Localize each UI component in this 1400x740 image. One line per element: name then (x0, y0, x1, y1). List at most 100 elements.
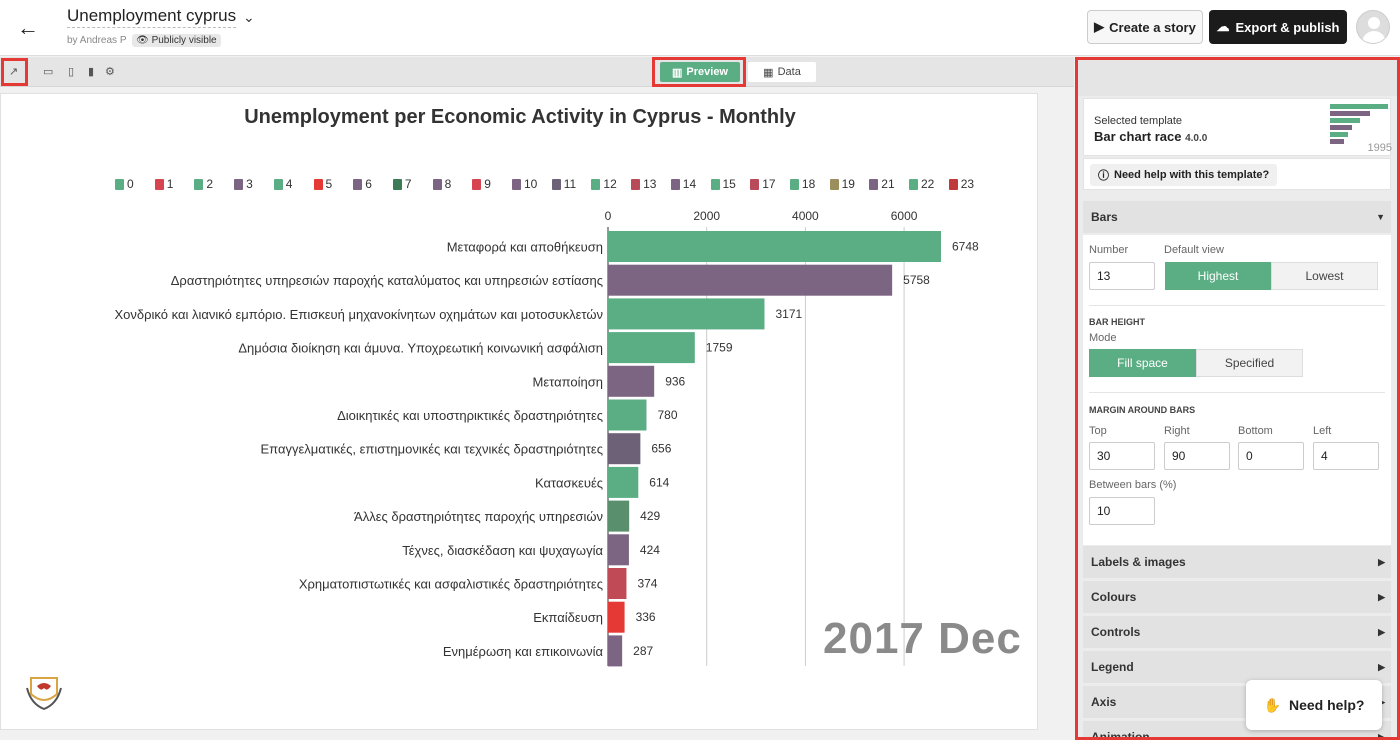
tablet-icon[interactable]: ▯ (68, 66, 75, 78)
bar-value-label: 429 (640, 509, 660, 523)
legend-item: 7 (392, 177, 412, 191)
template-help-button[interactable]: ⓘ Need help with this template? (1090, 164, 1278, 186)
preview-toolbar: ↗ ▭ ▯ ▮ ⚙ (0, 57, 1074, 87)
specified-toggle[interactable]: Specified (1196, 349, 1303, 377)
tab-preview[interactable]: ▥ Preview (660, 62, 740, 82)
margin-bottom-label: Bottom (1238, 425, 1273, 437)
margin-top-input[interactable] (1089, 442, 1155, 470)
visualisation-title[interactable]: Unemployment cyprus (67, 6, 237, 28)
bar (608, 568, 627, 599)
bar-category-label: Χονδρικό και λιανικό εμπόριο. Επισκευή μ… (115, 307, 603, 322)
settings-gear-icon[interactable]: ⚙ (105, 66, 115, 78)
section-legend-title: Legend (1091, 660, 1134, 674)
number-label: Number (1089, 244, 1129, 256)
fill-space-toggle[interactable]: Fill space (1089, 349, 1196, 377)
margin-right-input[interactable] (1164, 442, 1230, 470)
legend-label: 10 (524, 177, 538, 191)
legend-label: 6 (365, 177, 372, 191)
mobile-icon[interactable]: ▮ (88, 66, 95, 78)
between-bars-input[interactable] (1089, 497, 1155, 525)
legend-swatch (115, 178, 124, 190)
bar-category-label: Εκπαίδευση (533, 610, 603, 625)
margin-left-input[interactable] (1313, 442, 1379, 470)
current-date-label: 2017 Dec (823, 614, 1022, 663)
section-labels-images[interactable]: Labels & images ▶ (1083, 546, 1391, 578)
legend-item: 4 (273, 177, 293, 191)
bar-category-label: Δημόσια διοίκηση και άμυνα. Υποχρεωτική … (238, 341, 603, 356)
caret-right-icon: ▶ (1378, 627, 1385, 637)
legend-label: 11 (563, 177, 577, 191)
legend-swatch (829, 178, 839, 190)
mode-label: Mode (1089, 332, 1117, 344)
byline: by Andreas P 👁 Publicly visible (67, 34, 221, 47)
template-card[interactable]: Selected template Bar chart race 4.0.0 1… (1083, 98, 1392, 156)
avatar[interactable] (1356, 10, 1390, 44)
legend-item: 12 (591, 177, 617, 191)
highest-toggle[interactable]: Highest (1165, 262, 1271, 290)
editor-panel: Selected template Bar chart race 4.0.0 1… (1075, 57, 1400, 740)
legend-label: 18 (801, 177, 816, 191)
legend-label: 5 (325, 177, 333, 191)
lowest-toggle[interactable]: Lowest (1271, 262, 1378, 290)
caret-down-icon: ▼ (1376, 212, 1385, 222)
x-tick-label: 4000 (792, 209, 819, 223)
legend-item: 15 (710, 177, 736, 191)
legend-label: 3 (246, 177, 253, 191)
caret-right-icon: ▶ (1378, 557, 1385, 567)
bar-value-label: 424 (640, 543, 660, 557)
template-thumbnail: 1995 (1330, 104, 1392, 154)
export-publish-button[interactable]: ☁ Export & publish (1209, 10, 1347, 44)
legend-label: 4 (285, 177, 293, 191)
section-controls[interactable]: Controls ▶ (1083, 616, 1391, 648)
create-story-button[interactable]: ▶ Create a story (1087, 10, 1203, 44)
bar (608, 500, 630, 532)
avatar-body (1362, 31, 1386, 43)
bar (608, 601, 625, 633)
chevron-down-icon[interactable]: ⌄ (243, 9, 255, 25)
bar-value-label: 6748 (952, 240, 979, 254)
story-icon: ▶ (1094, 19, 1105, 34)
legend-label: 0 (127, 177, 134, 191)
section-legend[interactable]: Legend ▶ (1083, 651, 1391, 683)
tab-data-label: Data (777, 66, 801, 78)
legend-item: 17 (750, 177, 776, 191)
cyprus-emblem-icon (26, 677, 62, 711)
tab-preview-label: Preview (686, 66, 728, 78)
bar-chart-svg: 0 2000 4000 6000 Μεταφορά και αποθήκευση 6748… (115, 209, 979, 667)
legend-swatch (869, 178, 879, 190)
template-help-card: ⓘ Need help with this template? (1083, 158, 1391, 190)
bar-height-heading: BAR HEIGHT (1089, 317, 1145, 327)
section-colours[interactable]: Colours ▶ (1083, 581, 1391, 613)
legend-item: 19 (829, 177, 855, 191)
legend-label: 23 (960, 177, 975, 191)
legend-swatch (353, 178, 363, 190)
margin-bottom-input[interactable] (1238, 442, 1304, 470)
expand-icon[interactable]: ↗ (9, 66, 19, 78)
bar-value-label: 614 (649, 475, 669, 489)
back-arrow-icon[interactable]: ← (17, 15, 39, 40)
tab-data[interactable]: ▦ Data (748, 62, 816, 82)
x-tick-label: 2000 (693, 209, 720, 223)
legend-swatch (512, 178, 521, 190)
template-help-label: Need help with this template? (1114, 169, 1270, 181)
bars-number-input[interactable] (1089, 262, 1155, 290)
bar-value-label: 336 (636, 610, 656, 624)
expand-highlight (1, 58, 28, 86)
visibility-badge: 👁 Publicly visible (132, 34, 221, 47)
legend-label: 19 (841, 177, 855, 191)
bar-category-label: Δραστηριότητες υπηρεσιών παροχής καταλύμ… (171, 273, 603, 288)
bar-value-label: 5758 (903, 273, 930, 287)
desktop-icon[interactable]: ▭ (43, 66, 54, 78)
legend-swatch (909, 178, 918, 190)
divider (1089, 305, 1385, 306)
chart-canvas: Unemployment per Economic Activity in Cy… (0, 93, 1038, 730)
bar (608, 231, 941, 262)
bar-category-label: Επαγγελματικές, επιστημονικές και τεχνικ… (260, 442, 603, 457)
x-tick-label: 0 (605, 209, 612, 223)
legend-item: 5 (313, 177, 333, 191)
legend-label: 7 (404, 177, 412, 191)
need-help-button[interactable]: ✋ Need help? (1246, 680, 1382, 730)
bar (608, 534, 629, 566)
section-bars[interactable]: Bars ▼ (1083, 201, 1391, 233)
legend-label: 22 (921, 177, 935, 191)
